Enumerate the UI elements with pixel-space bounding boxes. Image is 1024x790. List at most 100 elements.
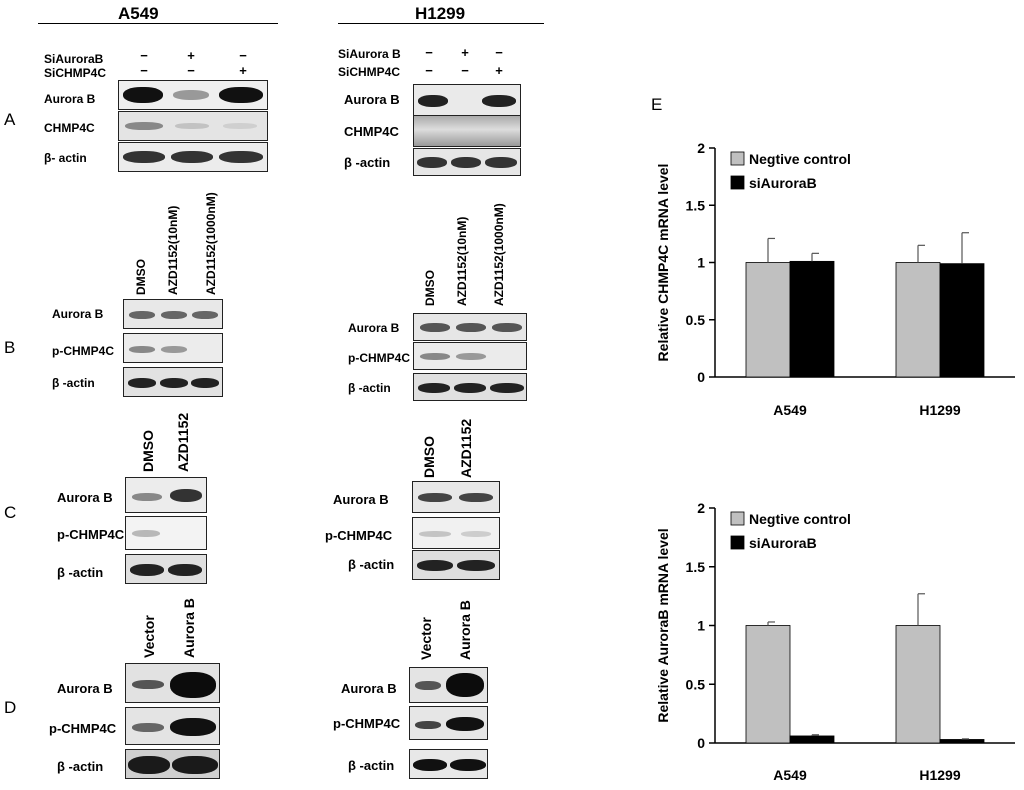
- band: [454, 383, 486, 393]
- band: [492, 323, 522, 332]
- blot-pchmp4c-c-h1299: [412, 517, 500, 549]
- blot-pchmp4c-d-h1299: [409, 706, 488, 740]
- band: [173, 90, 209, 100]
- lane-label: DMSO: [421, 436, 437, 478]
- band: [418, 95, 448, 107]
- blot-label: β -actin: [52, 376, 95, 390]
- blot-aurorab-c-a549: [125, 477, 207, 513]
- blot-label: p-CHMP4C: [49, 721, 117, 736]
- blot-aurorab-a549: [118, 80, 268, 110]
- lane-label: AZD1152(1000nM): [204, 192, 218, 295]
- band: [170, 489, 202, 502]
- band: [446, 673, 484, 697]
- band: [451, 157, 481, 168]
- chart-aurorab-mrna: 0 0.5 1 1.5 2 Relative AuroraB mRNA level A549…: [655, 500, 1015, 783]
- lane-label: AZD1152: [175, 412, 191, 472]
- band: [170, 718, 216, 736]
- band: [123, 151, 165, 163]
- band: [459, 493, 493, 502]
- band: [417, 157, 447, 168]
- blot-label: β- actin: [44, 151, 87, 165]
- band: [128, 378, 156, 388]
- blot-label: p-CHMP4C: [52, 344, 114, 358]
- sign: −: [140, 63, 148, 78]
- label-siaurorab-left: SiAuroraB: [44, 52, 104, 66]
- band: [175, 123, 209, 129]
- blot-label: Aurora B: [333, 492, 389, 507]
- blot-aurorab-h1299: [413, 84, 521, 116]
- blot-actin-d-a549: [125, 749, 220, 779]
- blot-actin-b-a549: [123, 367, 223, 397]
- label-siaurorab-right: SiAurora B: [338, 47, 401, 61]
- panel-label-c: C: [4, 503, 17, 522]
- band: [171, 151, 213, 163]
- sign: −: [425, 45, 433, 60]
- y-tick-label: 1: [697, 255, 705, 271]
- blot-label: Aurora B: [57, 681, 113, 696]
- y-tick-label: 0.5: [686, 676, 706, 692]
- legend-label: Negtive control: [749, 151, 851, 167]
- band: [417, 560, 453, 571]
- band: [160, 378, 188, 388]
- blot-actin-d-h1299: [409, 749, 488, 779]
- band: [191, 378, 219, 388]
- header-rule-left: [38, 23, 278, 24]
- band: [132, 680, 164, 689]
- band: [219, 151, 263, 163]
- band: [129, 346, 155, 353]
- lane-label: AZD1152(10nM): [455, 216, 469, 306]
- x-tick-label: H1299: [919, 767, 960, 783]
- band: [123, 87, 163, 103]
- blot-label: β -actin: [57, 759, 104, 774]
- sign: −: [239, 48, 247, 63]
- blot-pchmp4c-b-a549: [123, 333, 223, 363]
- band: [415, 681, 441, 690]
- legend-label: siAuroraB: [749, 535, 817, 551]
- blot-label: Aurora B: [57, 490, 113, 505]
- blot-label: p-CHMP4C: [348, 351, 410, 365]
- blot-label: CHMP4C: [44, 121, 95, 135]
- blot-label: Aurora B: [52, 307, 104, 321]
- blot-actin-c-a549: [125, 554, 207, 584]
- blot-label: β -actin: [348, 381, 391, 395]
- band: [450, 759, 486, 771]
- lane-label: Vector: [418, 617, 434, 660]
- band: [413, 759, 447, 771]
- band: [418, 493, 452, 502]
- band: [456, 323, 486, 332]
- band: [456, 353, 486, 360]
- blot-label: Aurora B: [44, 92, 96, 106]
- legend-label: Negtive control: [749, 511, 851, 527]
- band: [132, 493, 162, 501]
- sign: −: [495, 45, 503, 60]
- band: [132, 530, 160, 537]
- band: [172, 756, 218, 774]
- header-a549: A549: [118, 4, 159, 23]
- band: [129, 311, 155, 319]
- y-tick-label: 1: [697, 618, 705, 634]
- blot-aurorab-b-h1299: [413, 313, 527, 341]
- sign: +: [239, 63, 247, 78]
- x-tick-label: A549: [773, 767, 807, 783]
- blot-label: β -actin: [348, 557, 395, 572]
- label-sichmp4c-left: SiCHMP4C: [44, 66, 107, 80]
- blot-label: p-CHMP4C: [333, 716, 401, 731]
- band: [128, 756, 170, 774]
- blot-aurorab-b-a549: [123, 299, 223, 329]
- band: [132, 723, 164, 732]
- bar: [939, 263, 985, 378]
- band: [219, 87, 263, 103]
- band: [223, 123, 257, 129]
- sign: −: [461, 63, 469, 78]
- lane-label: AZD1152(1000nM): [492, 203, 506, 306]
- header-h1299: H1299: [415, 4, 466, 23]
- lane-label: AZD1152: [458, 418, 474, 478]
- legend-swatch: [730, 151, 745, 166]
- band: [125, 122, 163, 130]
- y-tick-label: 2: [697, 500, 705, 516]
- bar: [745, 262, 791, 378]
- band: [485, 157, 517, 168]
- band: [161, 311, 187, 319]
- lane-label: Vector: [141, 615, 157, 658]
- blot-label: p-CHMP4C: [325, 528, 393, 543]
